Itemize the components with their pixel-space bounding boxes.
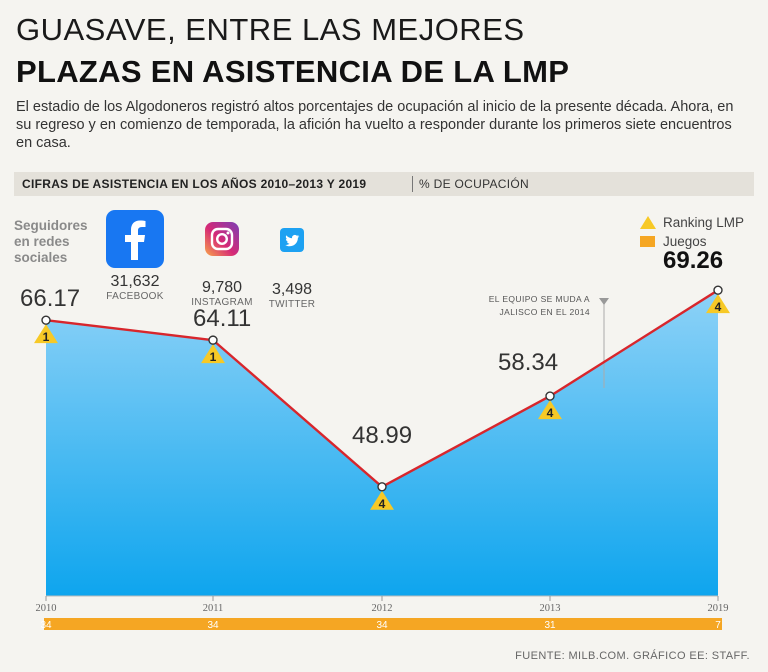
annotation-text-2: JALISCO EN EL 2014: [499, 307, 590, 317]
title-line-2: PLAZAS EN ASISTENCIA DE LA LMP: [16, 54, 570, 89]
annotation-text-1: EL EQUIPO SE MUDA A: [489, 294, 590, 304]
games-bar: [44, 618, 722, 630]
band-unit: % DE OCUPACIÓN: [419, 177, 529, 191]
value-label-2012: 48.99: [352, 422, 412, 449]
instagram-stat: 9,780 INSTAGRAM: [190, 222, 254, 308]
data-point-2010: [41, 315, 51, 325]
value-label-2013: 58.34: [498, 349, 558, 376]
games-label-2010: 34: [40, 620, 52, 631]
rank-triangle-2019: [706, 294, 730, 314]
rank-label-2011: 1: [210, 350, 217, 364]
rank-triangle-2011: [201, 344, 225, 364]
twitter-icon: [280, 228, 304, 252]
data-point-2013: [545, 391, 555, 401]
games-label-2019: 7: [715, 620, 721, 631]
rank-label-2010: 1: [43, 330, 50, 344]
band-separator: [412, 176, 413, 192]
games-label-2011: 34: [207, 620, 219, 631]
games-label-2012: 34: [376, 620, 388, 631]
rank-triangle-2012: [370, 490, 394, 510]
square-icon: [640, 236, 655, 247]
x-tick-label-2012: 2012: [372, 603, 393, 614]
facebook-label: FACEBOOK: [106, 291, 164, 302]
facebook-stat: 31,632 FACEBOOK: [100, 210, 170, 302]
triangle-icon: [640, 216, 656, 229]
twitter-label: TWITTER: [268, 299, 316, 310]
x-tick-label-2010: 2010: [36, 603, 57, 614]
games-label-2013: 31: [544, 620, 556, 631]
value-label-2011: 64.11: [193, 305, 251, 332]
data-point-2011: [208, 335, 218, 345]
facebook-count: 31,632: [110, 273, 160, 290]
value-label-2019: 69.26: [663, 247, 723, 274]
legend-games-label: Juegos: [663, 234, 707, 249]
instagram-label: INSTAGRAM: [191, 297, 253, 308]
rank-label-2019: 4: [715, 300, 722, 314]
x-tick-label-2019: 2019: [708, 603, 729, 614]
intro-text: El estadio de los Algodoneros registró a…: [16, 99, 734, 151]
source-credit: FUENTE: MILB.COM. GRÁFICO EE: STAFF.: [515, 650, 750, 662]
data-point-2019: [713, 285, 723, 295]
social-followers-label: Seguidores en redes sociales: [14, 218, 88, 265]
rank-triangle-2013: [538, 400, 562, 420]
rank-label-2012: 4: [379, 497, 386, 511]
instagram-count: 9,780: [201, 279, 243, 296]
rank-label-2013: 4: [547, 406, 554, 420]
annotation-arrow-icon: [599, 298, 609, 305]
legend-item-games: Juegos: [640, 232, 744, 251]
data-point-2012: [377, 482, 387, 492]
legend-ranking-label: Ranking LMP: [663, 215, 745, 230]
value-label-2010: 66.17: [20, 285, 80, 312]
x-tick-label-2011: 2011: [203, 603, 224, 614]
twitter-stat: 3,498 TWITTER: [262, 228, 322, 310]
legend: Ranking LMP Juegos: [640, 213, 744, 251]
title-line-1: GUASAVE, ENTRE LAS MEJORES: [16, 12, 525, 47]
area-fill: [46, 290, 718, 596]
twitter-count: 3,498: [271, 281, 313, 298]
legend-item-ranking: Ranking LMP: [640, 213, 744, 232]
rank-triangle-2010: [34, 324, 58, 344]
x-tick-label-2013: 2013: [540, 603, 561, 614]
instagram-icon: [205, 222, 239, 256]
facebook-icon: [106, 210, 164, 268]
section-band: CIFRAS DE ASISTENCIA EN LOS AÑOS 2010–20…: [14, 172, 754, 196]
band-title: CIFRAS DE ASISTENCIA EN LOS AÑOS 2010–20…: [22, 177, 367, 191]
